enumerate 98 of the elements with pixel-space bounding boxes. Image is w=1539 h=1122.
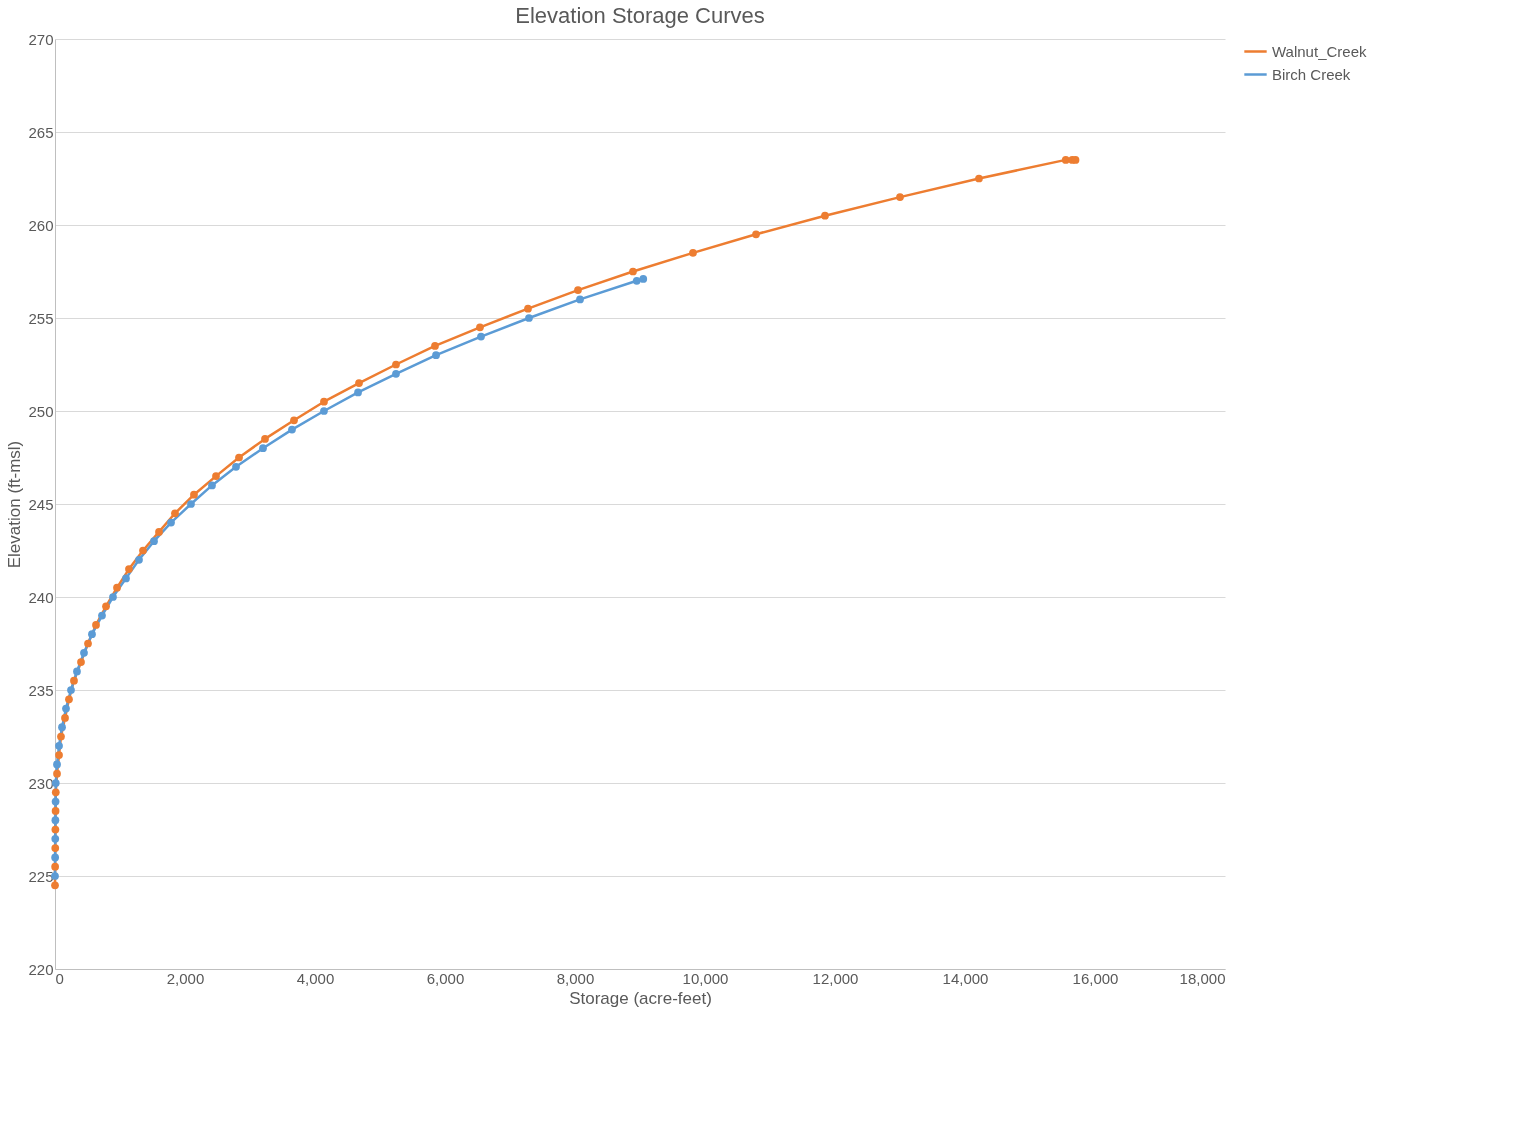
y-tick-label: 220	[28, 960, 54, 978]
point	[55, 741, 63, 750]
x-tick-label: 0	[55, 969, 64, 987]
point	[51, 853, 59, 862]
point	[61, 714, 69, 722]
point	[896, 193, 904, 201]
point	[574, 286, 582, 294]
point	[58, 723, 66, 732]
point	[576, 295, 584, 304]
point	[51, 834, 60, 843]
point	[639, 275, 648, 283]
point	[65, 695, 73, 704]
point	[525, 314, 533, 322]
legend-label: Birch Creek	[1272, 65, 1351, 83]
point	[431, 342, 439, 350]
y-tick-label: 235	[28, 681, 54, 699]
chart-title: Elevation Storage Curves	[515, 3, 765, 28]
point	[476, 323, 484, 332]
point	[190, 490, 198, 499]
point	[51, 825, 60, 834]
x-tick-label: 8,000	[556, 969, 595, 987]
point	[122, 574, 130, 583]
point	[232, 462, 240, 471]
x-tick-label: 18,000	[1179, 969, 1226, 987]
x-tick-label: 14,000	[942, 969, 989, 987]
y-tick-label: 240	[28, 588, 54, 606]
point	[67, 686, 75, 694]
x-axis-title: Storage (acre-feet)	[569, 988, 712, 1008]
point	[1061, 156, 1070, 164]
point	[139, 546, 147, 555]
point	[98, 611, 106, 620]
point	[320, 407, 328, 415]
x-tick-label: 2,000	[166, 969, 205, 987]
point	[102, 602, 110, 611]
point	[259, 444, 267, 453]
point	[77, 658, 85, 666]
point	[821, 211, 829, 220]
point	[135, 555, 143, 564]
point	[51, 807, 60, 815]
point	[51, 788, 60, 797]
y-tick-label: 245	[28, 495, 54, 513]
y-tick-label: 250	[28, 402, 54, 420]
point	[212, 472, 220, 480]
x-tick-label: 12,000	[812, 969, 859, 987]
point	[752, 230, 760, 239]
point	[84, 639, 92, 648]
point	[88, 630, 96, 639]
point	[92, 621, 100, 629]
point	[125, 565, 133, 573]
y-tick-label: 265	[28, 123, 54, 141]
point	[261, 435, 269, 443]
point	[51, 816, 60, 825]
y-tick-label: 260	[28, 216, 54, 234]
point	[320, 397, 328, 406]
point	[629, 267, 637, 276]
y-axis-title: Elevation (ft-msl)	[5, 440, 25, 569]
point	[392, 360, 400, 369]
point	[150, 537, 158, 546]
point	[80, 648, 88, 657]
legend-label: Walnut_Creek	[1272, 42, 1367, 60]
point	[51, 862, 59, 871]
point	[62, 704, 70, 713]
point	[632, 276, 641, 285]
point	[354, 388, 362, 397]
point	[689, 249, 697, 257]
y-tick-label: 270	[28, 30, 54, 48]
point	[524, 304, 532, 313]
point	[167, 518, 175, 527]
point	[288, 425, 296, 434]
point	[155, 528, 163, 536]
x-tick-label: 16,000	[1072, 969, 1119, 987]
x-tick-label: 10,000	[682, 969, 729, 987]
point	[51, 797, 60, 806]
point	[290, 416, 298, 425]
point	[975, 174, 983, 183]
y-tick-label: 255	[28, 309, 54, 327]
point	[53, 769, 61, 778]
point	[235, 453, 243, 462]
point	[51, 844, 60, 852]
point	[113, 583, 121, 592]
y-tick-label: 230	[28, 774, 54, 792]
point	[53, 760, 61, 769]
point	[109, 593, 117, 601]
point	[392, 369, 400, 378]
point	[57, 732, 65, 741]
point	[73, 667, 81, 676]
x-tick-label: 6,000	[426, 969, 465, 987]
point	[477, 332, 485, 341]
point	[51, 881, 59, 890]
point	[171, 509, 179, 518]
point	[355, 379, 363, 387]
point	[208, 481, 216, 490]
x-tick-label: 4,000	[296, 969, 335, 987]
point	[70, 676, 78, 685]
point	[187, 500, 195, 508]
y-tick-label: 225	[28, 867, 54, 885]
point	[55, 751, 63, 759]
point	[432, 351, 440, 360]
